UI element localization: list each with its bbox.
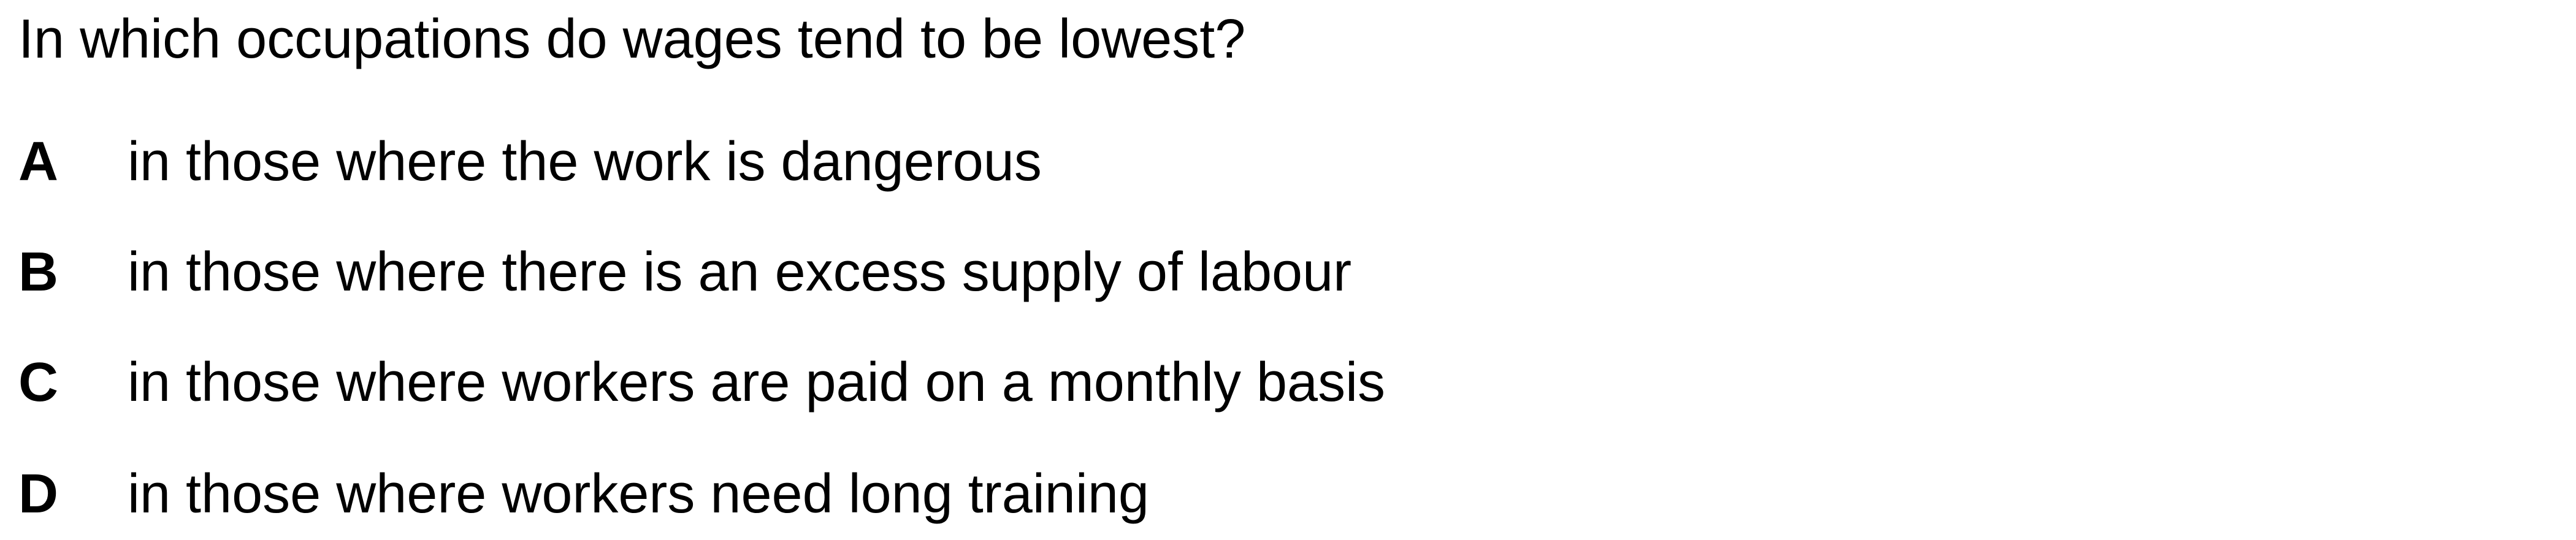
question-text: In which occupations do wages tend to be… — [18, 9, 1246, 70]
option-text: in those where the work is dangerous — [128, 131, 1042, 192]
option-text: in those where workers need long trainin… — [128, 463, 1149, 525]
option-letter: B — [18, 241, 58, 303]
option-text: in those where workers are paid on a mon… — [128, 352, 1386, 413]
option-letter: A — [18, 131, 58, 192]
option-letter: C — [18, 352, 58, 413]
option-text: in those where there is an excess supply… — [128, 241, 1352, 303]
option-letter: D — [18, 463, 58, 525]
